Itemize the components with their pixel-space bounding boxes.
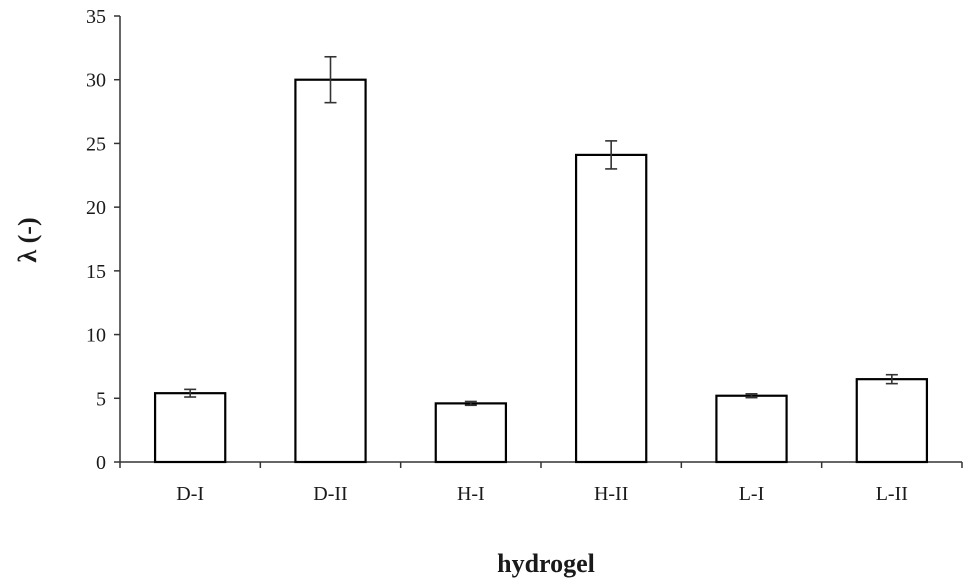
error-bar-d-i [184,388,197,398]
y-axis-title: λ (-) [13,217,42,262]
x-tick-label: D-II [313,483,347,505]
bar-l-ii [855,378,929,464]
x-axis: D-I D-II H-I H-II L-I L-II [119,461,963,505]
y-tick-label: 25 [86,133,106,155]
y-tick-label: 15 [86,261,106,283]
y-tick-label: 30 [86,70,106,92]
x-tick-label: H-II [594,483,628,505]
x-tick-label: D-I [176,483,204,505]
bar-d-ii [294,78,367,464]
bar-l-i [715,394,788,464]
y-tick-label: 0 [96,452,106,474]
y-tick-label: 10 [86,325,106,347]
error-bar-h-i [464,400,477,407]
x-tick-label: L-I [739,483,765,505]
y-tick-label: 35 [86,6,106,28]
error-bar-l-i [745,393,758,399]
bar-h-i [434,402,508,464]
error-bar-h-ii [605,140,618,170]
error-bar-l-ii [885,373,898,385]
bars [153,78,929,464]
x-tick-label: L-II [876,483,908,505]
x-tick-label: H-I [457,483,485,505]
y-tick-label: 20 [86,197,106,219]
y-tick-label: 5 [96,388,106,410]
bar-h-ii [574,153,648,464]
y-axis: 0 5 10 15 20 25 30 35 [86,6,121,474]
error-bars [184,55,898,407]
x-axis-title: hydrogel [497,549,595,578]
bar-d-i [153,392,227,464]
error-bar-d-ii [324,55,337,104]
